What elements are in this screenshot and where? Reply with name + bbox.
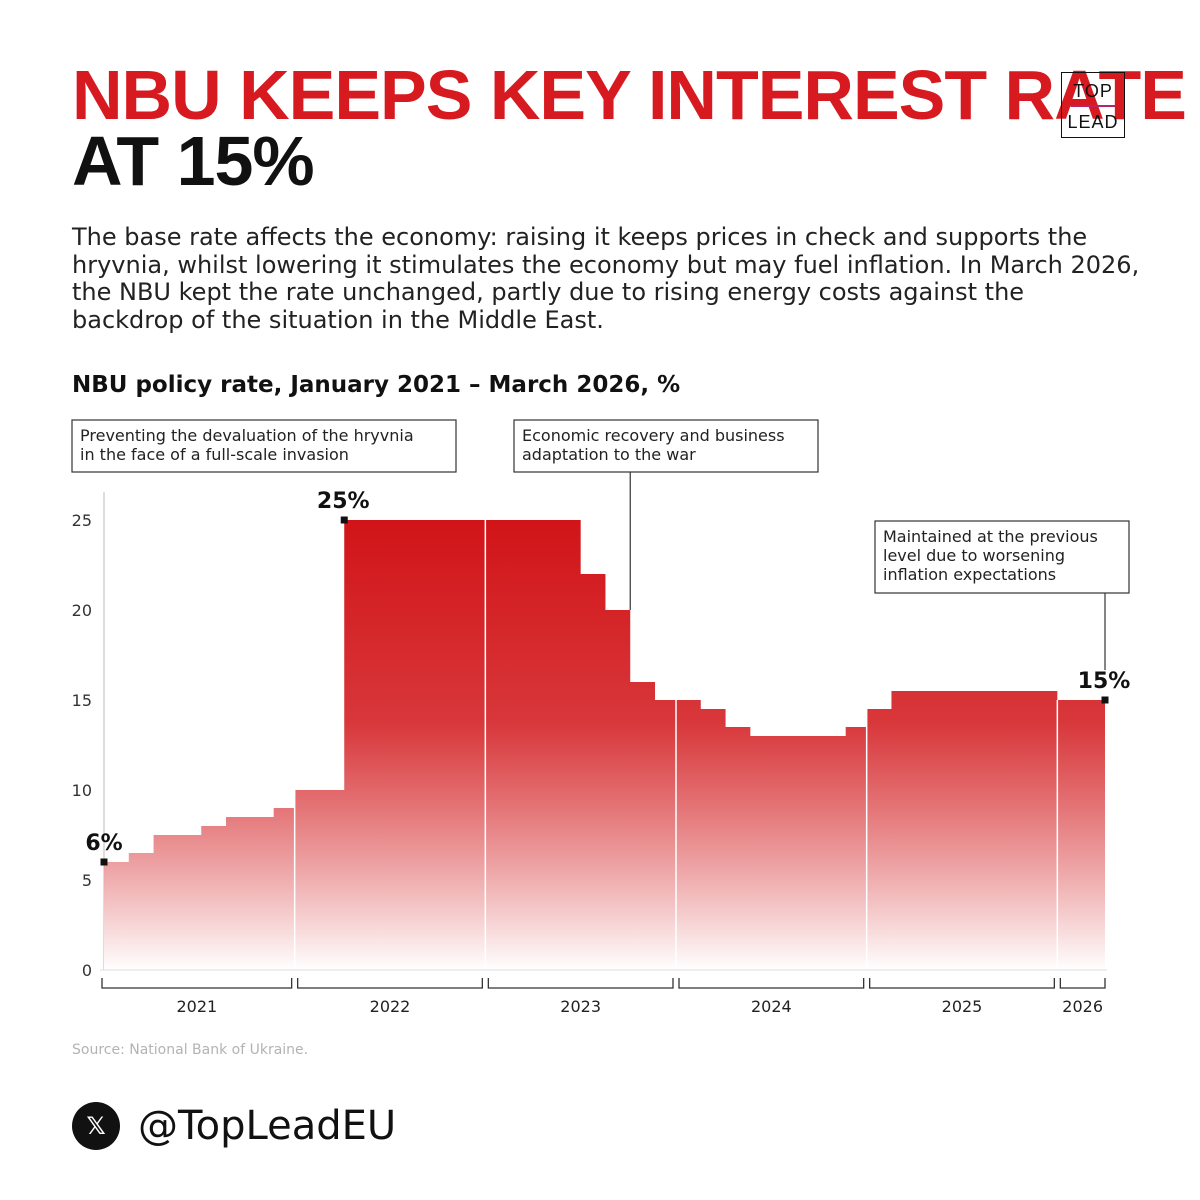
rate-step xyxy=(1057,700,1105,970)
rate-step xyxy=(581,574,606,970)
year-bracket xyxy=(1059,978,1106,989)
rate-step xyxy=(344,520,485,970)
year-bracket xyxy=(487,978,674,989)
rate-step xyxy=(630,682,655,970)
year-label: 2026 xyxy=(1062,997,1103,1016)
x-axis: 2021 2022 2023 2024 2025 2026 xyxy=(100,969,1107,1016)
logo-divider xyxy=(1071,105,1115,107)
annotation-line: inflation expectations xyxy=(883,565,1056,584)
annotation-box xyxy=(513,419,819,473)
toplead-logo: TOP LEAD xyxy=(1061,72,1125,138)
chart-title: NBU policy rate, January 2021 – March 20… xyxy=(72,372,681,398)
y-tick-label: 25 xyxy=(72,511,92,530)
y-tick-label: 5 xyxy=(82,871,92,890)
year-label: 2021 xyxy=(176,997,217,1016)
point-marker xyxy=(1101,696,1109,704)
logo-bottom-text: LEAD xyxy=(1067,111,1119,132)
rate-step xyxy=(201,826,226,970)
year-bracket xyxy=(869,978,1055,989)
rate-step xyxy=(104,862,129,970)
year-label: 2023 xyxy=(560,997,601,1016)
annotation-line: Economic recovery and business xyxy=(522,426,785,445)
rate-step xyxy=(726,727,751,970)
year-bracket xyxy=(297,978,483,989)
annotation-line: in the face of a full-scale invasion xyxy=(80,445,349,464)
rate-step xyxy=(295,790,345,970)
point-marker xyxy=(100,858,108,866)
lede-paragraph: The base rate affects the economy: raisi… xyxy=(72,223,1140,334)
source-note: Source: National Bank of Ukraine. xyxy=(72,1042,309,1058)
x-logo-icon[interactable]: 𝕏 xyxy=(72,1102,120,1150)
annotation-line: Preventing the devaluation of the hryvni… xyxy=(80,426,414,445)
year-label: 2025 xyxy=(942,997,983,1016)
annotation-line: Maintained at the previous xyxy=(883,527,1098,546)
point-label: 25% xyxy=(317,489,370,514)
year-label: 2022 xyxy=(370,997,411,1016)
social-handle[interactable]: @TopLeadEU xyxy=(138,1103,397,1149)
rate-step xyxy=(750,736,845,970)
title-black-part: AT 15% xyxy=(72,122,315,200)
annotation-line: adaptation to the war xyxy=(522,445,696,464)
rate-step xyxy=(701,709,726,970)
y-tick-label: 10 xyxy=(72,781,92,800)
annotations: Preventing the devaluation of the hryvni… xyxy=(71,419,1130,670)
rate-step xyxy=(676,700,701,970)
rate-step xyxy=(891,691,1057,970)
logo-top-text: TOP xyxy=(1073,81,1113,101)
rate-step xyxy=(274,808,295,970)
point-labels: 6% 25% 15% xyxy=(85,489,1130,866)
point-label: 6% xyxy=(85,831,122,856)
y-axis: 0 5 10 15 20 25 xyxy=(72,492,105,980)
rate-step xyxy=(846,727,867,970)
y-tick-label: 0 xyxy=(82,961,92,980)
annotation-box xyxy=(874,520,1130,594)
annotation-box xyxy=(71,419,457,473)
page-title: NBU KEEPS KEY INTEREST RATE AT 15% xyxy=(72,60,1200,196)
rate-area xyxy=(104,520,1105,970)
rate-step-area xyxy=(104,520,1105,970)
year-label: 2024 xyxy=(751,997,792,1016)
rate-step xyxy=(154,835,202,970)
annotation-line: level due to worsening xyxy=(883,546,1065,565)
rate-step xyxy=(605,610,630,970)
rate-step xyxy=(655,700,676,970)
year-separators xyxy=(293,520,1059,970)
rate-step xyxy=(129,853,154,970)
rate-step xyxy=(485,520,580,970)
point-marker xyxy=(340,516,348,524)
year-bracket xyxy=(678,978,865,989)
year-bracket xyxy=(101,978,293,989)
rate-step xyxy=(867,709,892,970)
y-tick-label: 15 xyxy=(72,691,92,710)
rate-step xyxy=(226,817,274,970)
point-label: 15% xyxy=(1078,669,1131,694)
y-tick-label: 20 xyxy=(72,601,92,620)
title-red-part: NBU KEEPS KEY INTEREST RATE xyxy=(72,56,1187,134)
